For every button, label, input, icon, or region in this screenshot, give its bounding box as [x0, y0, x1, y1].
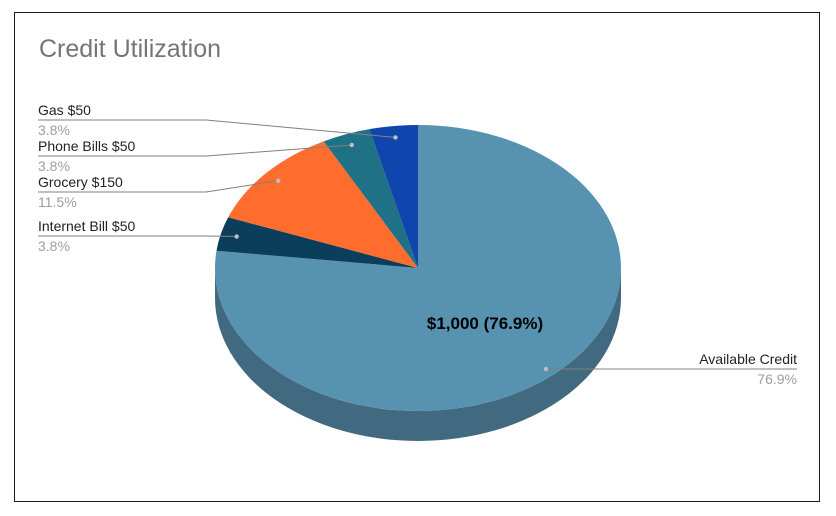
label-available-credit: Available Credit	[699, 351, 797, 367]
slice-value-label: $1,000 (76.9%)	[427, 314, 543, 333]
label-percent-internet-bill: 3.8%	[38, 238, 70, 254]
label-percent-phone-bills: 3.8%	[38, 158, 70, 174]
pie-slice-phone-bills[interactable]	[323, 129, 418, 268]
leader-line-phone-bills	[38, 144, 352, 157]
label-grocery: Grocery $150	[38, 174, 123, 190]
chart-title: Credit Utilization	[39, 35, 222, 63]
pie-side-group	[215, 268, 621, 441]
label-percent-available-credit: 76.9%	[757, 371, 797, 387]
label-phone-bills: Phone Bills $50	[38, 138, 136, 154]
pie-slice-internet-bill[interactable]	[216, 217, 418, 268]
leader-dot-phone-bills	[349, 142, 354, 148]
label-percent-gas: 3.8%	[38, 122, 70, 138]
pie-slice-gas[interactable]	[369, 125, 418, 268]
pie-slice-available-credit[interactable]	[214, 125, 622, 412]
leader-dot-grocery	[276, 178, 281, 183]
leader-dot-gas	[393, 135, 398, 140]
label-internet-bill: Internet Bill $50	[38, 218, 135, 234]
pie-label-group: $1,000 (76.9%) Available Credit 76.9% Gas $…	[38, 102, 797, 387]
leader-dot-internet-bill	[234, 234, 239, 239]
leader-line-grocery	[38, 180, 279, 193]
pie-side-available-credit	[215, 268, 621, 441]
leader-line-internet-bill	[38, 235, 237, 238]
pie-top-group	[214, 125, 622, 412]
label-percent-grocery: 11.5%	[38, 194, 77, 210]
leader-dot-available-credit	[543, 366, 549, 372]
leader-line-gas	[38, 119, 396, 138]
pie-slice-grocery[interactable]	[228, 141, 418, 268]
label-gas: Gas $50	[38, 102, 91, 118]
